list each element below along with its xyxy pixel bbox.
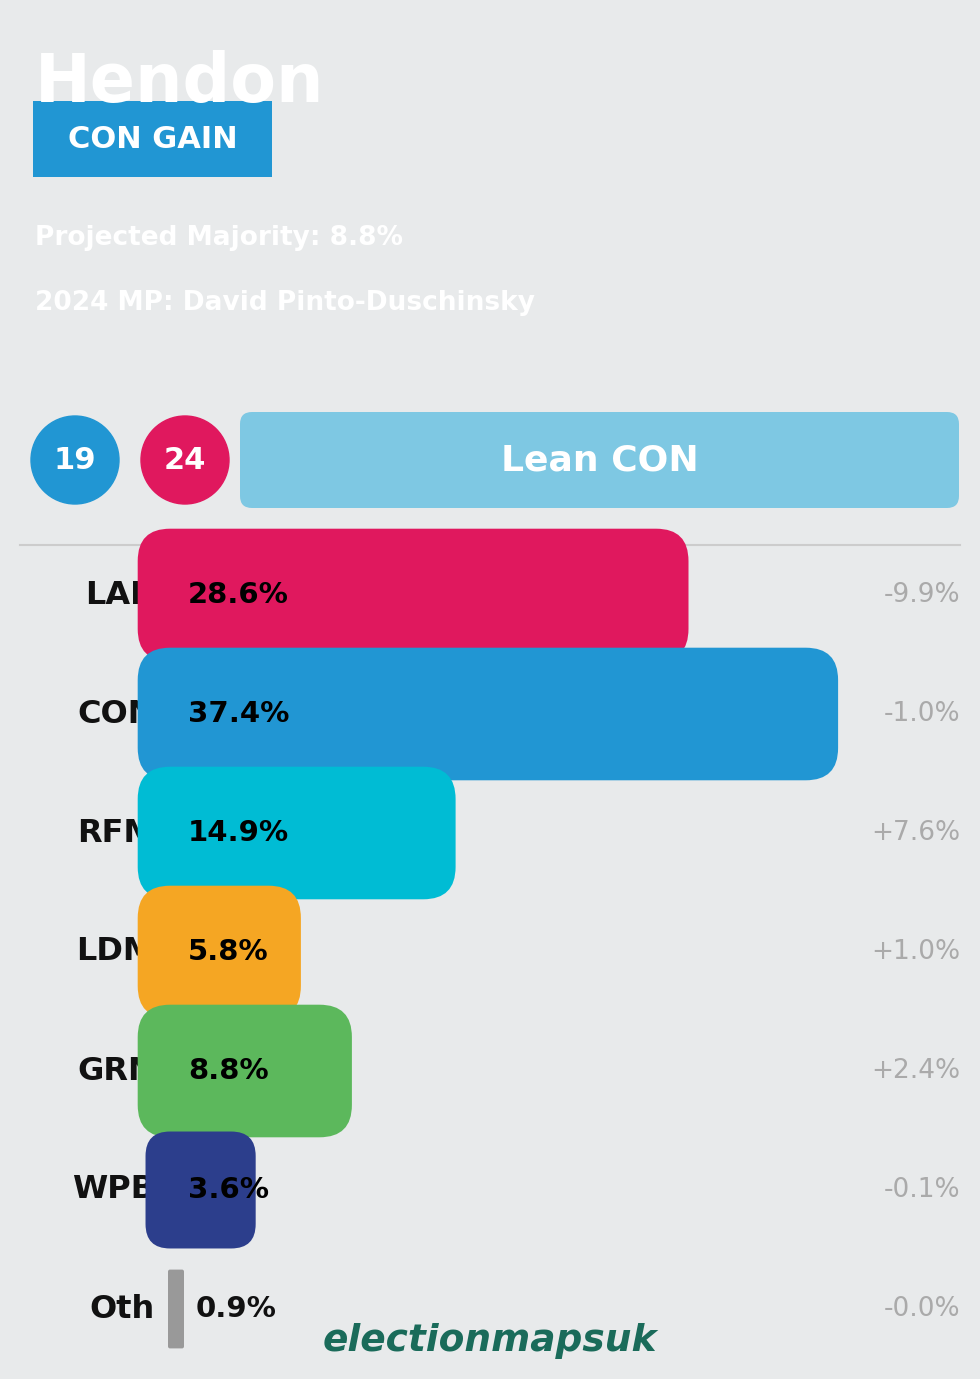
Text: -0.1%: -0.1% (883, 1178, 960, 1202)
Text: LDM: LDM (76, 936, 155, 968)
Text: -1.0%: -1.0% (883, 701, 960, 727)
Text: 19: 19 (54, 445, 96, 474)
Text: 37.4%: 37.4% (188, 701, 289, 728)
FancyBboxPatch shape (145, 1132, 256, 1248)
Text: WPB: WPB (72, 1175, 155, 1205)
FancyBboxPatch shape (138, 1005, 352, 1138)
Circle shape (141, 416, 229, 503)
Text: +1.0%: +1.0% (871, 939, 960, 965)
Text: Hendon: Hendon (35, 50, 324, 116)
Text: Lean CON: Lean CON (501, 443, 699, 477)
Text: +2.4%: +2.4% (871, 1058, 960, 1084)
FancyBboxPatch shape (240, 412, 959, 507)
Text: 0.9%: 0.9% (196, 1295, 277, 1322)
Text: Projected Majority: 8.8%: Projected Majority: 8.8% (35, 225, 403, 251)
Text: Oth: Oth (90, 1294, 155, 1324)
Text: 24: 24 (164, 445, 206, 474)
Text: RFM: RFM (76, 818, 155, 848)
Circle shape (31, 416, 119, 503)
FancyBboxPatch shape (138, 528, 689, 662)
Text: electionmapsuk: electionmapsuk (322, 1322, 658, 1358)
Text: +7.6%: +7.6% (871, 821, 960, 845)
Text: 2024 MP: David Pinto-Duschinsky: 2024 MP: David Pinto-Duschinsky (35, 290, 535, 316)
FancyBboxPatch shape (138, 648, 838, 781)
Text: GRN: GRN (77, 1055, 155, 1087)
Text: 8.8%: 8.8% (188, 1056, 269, 1085)
FancyBboxPatch shape (138, 767, 456, 899)
FancyBboxPatch shape (33, 101, 272, 177)
Text: LAB: LAB (85, 579, 155, 611)
FancyBboxPatch shape (168, 1270, 184, 1349)
Text: 28.6%: 28.6% (188, 581, 289, 610)
Text: -9.9%: -9.9% (883, 582, 960, 608)
Text: 14.9%: 14.9% (188, 819, 289, 847)
Text: 3.6%: 3.6% (188, 1176, 269, 1204)
Text: -0.0%: -0.0% (883, 1296, 960, 1322)
Text: 5.8%: 5.8% (188, 938, 269, 967)
FancyBboxPatch shape (138, 885, 301, 1018)
Text: CON GAIN: CON GAIN (68, 124, 237, 153)
Text: CON: CON (77, 699, 155, 729)
